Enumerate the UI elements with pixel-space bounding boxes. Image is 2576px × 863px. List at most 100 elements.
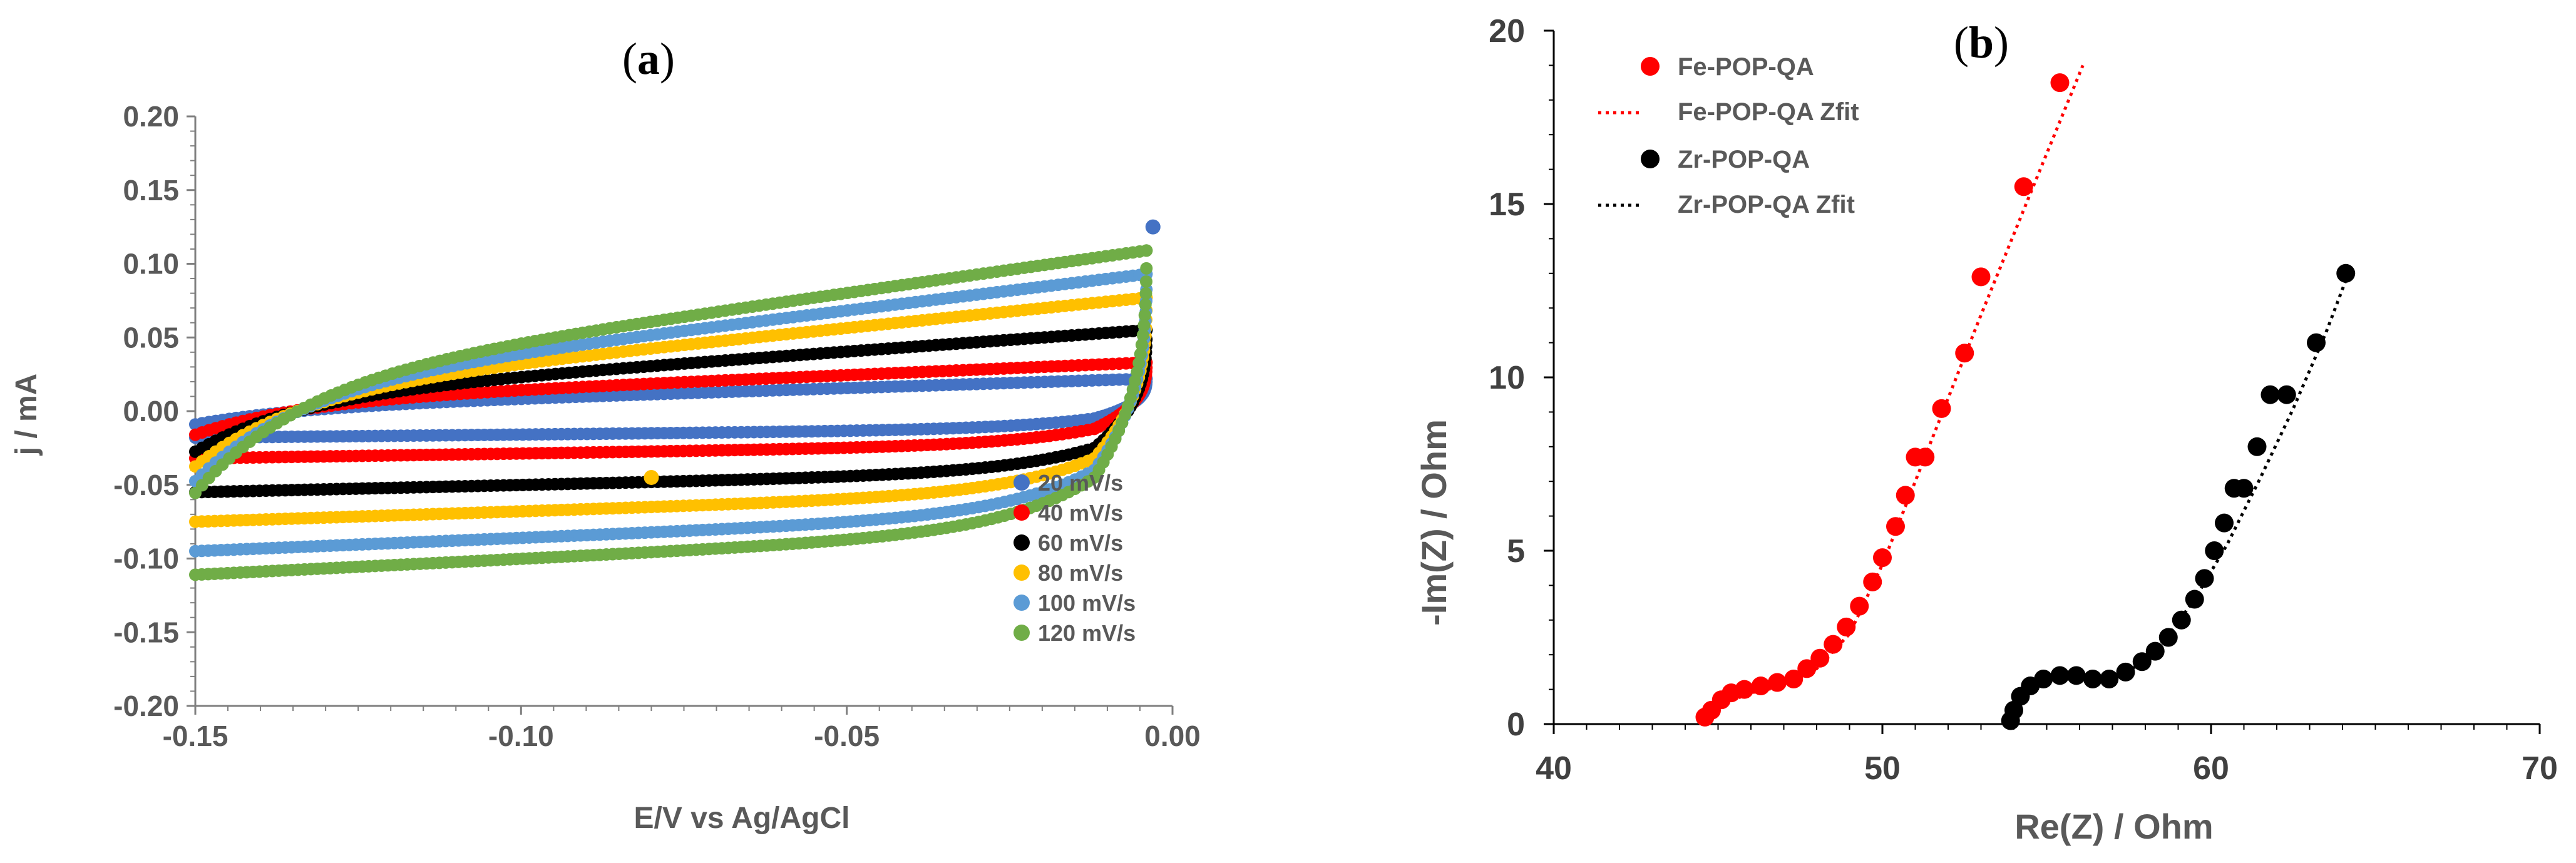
panel-a-legend-label: 40 mV/s	[1038, 500, 1123, 526]
panel-b-data-point	[1751, 677, 1770, 696]
panel-b-data-point	[1886, 517, 1905, 536]
panel-a-outlier-point	[644, 469, 659, 485]
panel-b-data-point	[2172, 610, 2191, 630]
panel-a-data-point	[1139, 298, 1152, 311]
panel-b-fit-line	[1704, 64, 2085, 715]
panel-a-x-tick-label: -0.05	[814, 720, 880, 752]
panel-a-legend-label: 60 mV/s	[1038, 530, 1123, 556]
panel-b-data-point	[1850, 596, 1869, 616]
panel-b-data-point	[2014, 177, 2033, 197]
panel-a-x-tick-label: 0.00	[1144, 720, 1201, 752]
panel-b-legend-dot-marker	[1641, 150, 1660, 168]
panel-a-series-5	[189, 244, 1153, 581]
panel-b-letter: b	[1969, 18, 1994, 68]
panel-b-data-point	[1971, 267, 1991, 287]
panel-a-data-point	[1140, 262, 1153, 275]
panel-a-data-point	[189, 568, 202, 581]
panel-a-legend-label: 100 mV/s	[1038, 590, 1136, 616]
panel-a-legend-label: 20 mV/s	[1038, 470, 1123, 496]
panel-b-data-point	[1837, 617, 1856, 636]
panel-a-legend-marker	[1013, 595, 1030, 611]
panel-b-y-tick-label: 20	[1489, 13, 1525, 49]
panel-b-series-1	[1704, 64, 2085, 715]
panel-b-series-0	[1695, 73, 2070, 727]
panel-a-series-3	[189, 291, 1153, 528]
panel-a-legend-marker	[1013, 625, 1030, 641]
panel-a-legend-label: 80 mV/s	[1038, 560, 1123, 586]
panel-a-data-point	[1137, 319, 1151, 332]
panel-b-data-point	[2050, 666, 2070, 685]
panel-b-data-point	[2116, 662, 2135, 682]
panel-a-outlier-point	[1145, 219, 1161, 235]
panel-b-data-point	[2307, 333, 2326, 352]
panel-b-legend-dot-marker	[1641, 57, 1660, 76]
panel-a-y-tick-label: -0.15	[113, 616, 179, 648]
panel-b-data-point	[1824, 635, 1843, 654]
panel-b-data-point	[1873, 548, 1892, 568]
panel-a-data-point	[1138, 309, 1151, 322]
panel-b-data-point	[2336, 263, 2356, 283]
panel-b-data-point	[2100, 669, 2119, 688]
panel-b-data-point	[2277, 385, 2296, 404]
panel-b-x-tick-label: 60	[2193, 750, 2229, 787]
panel-b-data-point	[2050, 73, 2070, 93]
panel-b-data-point	[2145, 641, 2165, 661]
panel-a-legend-marker	[1013, 564, 1030, 581]
panel-b-data-point	[1932, 399, 1951, 418]
panel-a-y-tick-label: -0.10	[113, 543, 179, 575]
panel-a-plot-area: -0.20-0.15-0.10-0.050.000.050.100.150.20…	[113, 100, 1201, 752]
panel-b-data-point	[2247, 437, 2267, 456]
panel-b-legend-label: Zr-POP-QA Zfit	[1678, 191, 1855, 218]
panel-b-data-point	[1735, 680, 1754, 699]
panel-b-x-tick-label: 40	[1536, 750, 1572, 787]
panel-a-data-point	[1139, 287, 1152, 300]
panel-b-data-point	[1797, 659, 1817, 678]
panel-b-data-point	[1784, 669, 1804, 688]
panel-a-label: (a)	[622, 34, 675, 84]
panel-a-y-tick-label: 0.00	[123, 395, 179, 427]
panel-a-y-tick-label: 0.20	[123, 100, 179, 133]
panel-b-data-point	[1955, 344, 1974, 363]
panel-a-data-point	[1140, 275, 1153, 288]
panel-a-y-tick-label: 0.05	[123, 321, 179, 354]
panel-a-data-point	[1140, 244, 1153, 257]
panel-b-data-point	[2205, 541, 2224, 560]
panel-b-data-point	[1810, 648, 1830, 668]
panel-b-legend-label: Zr-POP-QA	[1678, 146, 1810, 173]
panel-a-y-tick-label: 0.15	[123, 174, 179, 207]
panel-b-legend: Fe-POP-QA Fe-POP-QA Zfit Zr-POP-QA Zr-POP-Q…	[1598, 53, 1859, 218]
panel-b-y-axis-title: -Im(Z) / Ohm	[1414, 419, 1454, 626]
panel-a-data-point	[189, 544, 202, 558]
panel-a-cv-chart: (a) -0.20-0.15-0.10-0.050.000.050.100.15…	[10, 34, 1201, 835]
panel-a-legend-label: 120 mV/s	[1038, 620, 1136, 646]
panel-b-x-tick-label: 50	[1864, 750, 1901, 787]
panel-b-legend-label: Fe-POP-QA Zfit	[1678, 98, 1859, 126]
panel-b-y-tick-label: 15	[1489, 186, 1525, 223]
panel-a-data-point	[1136, 329, 1149, 342]
panel-a-letter: a	[637, 34, 660, 84]
panel-a-legend-marker	[1013, 534, 1030, 551]
panel-a-x-tick-label: -0.15	[163, 720, 228, 752]
panel-b-y-tick-label: 0	[1507, 707, 1525, 743]
panel-b-label: (b)	[1954, 18, 2009, 68]
panel-a-x-tick-label: -0.10	[488, 720, 554, 752]
panel-b-x-axis-title: Re(Z) / Ohm	[2014, 807, 2213, 846]
panel-b-y-tick-label: 10	[1489, 360, 1525, 396]
panel-a-legend-marker	[1013, 474, 1030, 491]
panel-b-data-point	[2195, 569, 2214, 588]
panel-b-data-point	[2034, 669, 2053, 688]
panel-b-data-point	[1896, 486, 1915, 505]
panel-a-y-tick-label: -0.05	[113, 469, 179, 501]
panel-b-data-point	[2260, 385, 2280, 404]
panel-b-data-point	[1768, 673, 1787, 692]
panel-a-y-axis-title: j / mA	[10, 374, 43, 456]
panel-b-y-tick-label: 5	[1507, 533, 1525, 569]
panel-a-legend-marker	[1013, 504, 1030, 521]
panel-a-data-point	[1135, 338, 1148, 351]
panel-b-data-point	[2215, 513, 2234, 533]
panel-b-plot-area: 0 5 10 15 20 40 50 60 70 Fe-POP-QA Fe-POP-QA Zfit Z…	[1489, 13, 2558, 787]
panel-a-data-point	[189, 515, 202, 528]
panel-b-x-tick-label: 70	[2522, 750, 2558, 787]
panel-b-data-point	[2234, 479, 2254, 498]
